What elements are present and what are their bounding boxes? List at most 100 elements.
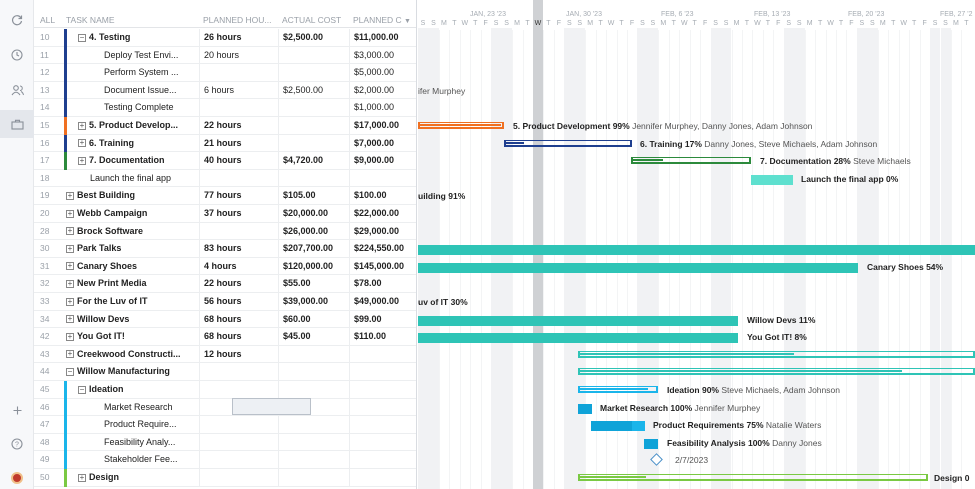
planned-hours-cell[interactable] — [199, 381, 278, 399]
gantt-summary-bar[interactable] — [578, 350, 975, 358]
task-name-cell[interactable]: + Brock Software — [64, 223, 199, 241]
actual-cost-cell[interactable]: $2,500.00 — [278, 29, 349, 47]
task-name-cell[interactable]: + Willow Devs — [64, 311, 199, 329]
table-row[interactable]: 44 − Willow Manufacturing — [34, 363, 416, 381]
planned-cost-cell[interactable]: $17,000.00 — [349, 117, 416, 135]
table-row[interactable]: 15 +5. Product Develop... 22 hours $17,000.… — [34, 117, 416, 135]
task-name-cell[interactable]: + Canary Shoes — [64, 258, 199, 276]
table-row[interactable]: 45 − Ideation — [34, 381, 416, 399]
actual-cost-cell[interactable] — [278, 451, 349, 469]
planned-hours-cell[interactable] — [199, 363, 278, 381]
table-row[interactable]: 32 + New Print Media 22 hours $55.00 $78.00 — [34, 275, 416, 293]
actual-cost-cell[interactable] — [278, 433, 349, 452]
actual-cost-cell[interactable]: $55.00 — [278, 275, 349, 293]
planned-hours-cell[interactable]: 6 hours — [199, 81, 278, 100]
planned-cost-cell[interactable]: $100.00 — [349, 187, 416, 205]
column-header-planned-hours[interactable]: PLANNED HOU... — [203, 15, 272, 25]
table-row[interactable]: 18 Launch the final app — [34, 169, 416, 188]
gantt-summary-bar[interactable] — [418, 122, 504, 129]
planned-hours-cell[interactable] — [199, 169, 278, 188]
task-name-cell[interactable]: + Creekwood Constructi... — [64, 346, 199, 364]
actual-cost-cell[interactable] — [278, 117, 349, 135]
table-row[interactable]: 17 +7. Documentation 40 hours $4,720.00 $9,0… — [34, 152, 416, 170]
expand-icon[interactable]: + — [78, 155, 86, 165]
task-name-cell[interactable]: − Ideation — [64, 381, 199, 399]
planned-hours-cell[interactable]: 4 hours — [199, 257, 278, 276]
planned-hours-cell[interactable]: 68 hours — [199, 328, 278, 346]
expand-icon[interactable]: + — [66, 226, 74, 236]
task-name-cell[interactable]: Feasibility Analy... — [64, 434, 199, 452]
actual-cost-cell[interactable] — [278, 469, 349, 487]
expand-icon[interactable]: + — [66, 314, 74, 324]
expand-icon[interactable]: + — [66, 279, 74, 289]
actual-cost-cell[interactable]: $105.00 — [278, 187, 349, 205]
people-icon[interactable] — [9, 82, 25, 98]
actual-cost-cell[interactable] — [278, 381, 349, 399]
gantt-summary-bar[interactable] — [504, 139, 632, 147]
plus-icon[interactable] — [9, 402, 25, 418]
actual-cost-cell[interactable] — [278, 416, 349, 434]
task-name-cell[interactable]: Perform System ... — [64, 64, 199, 82]
task-name-cell[interactable]: Testing Complete — [64, 99, 199, 117]
table-row[interactable]: 47 Product Require... — [34, 416, 416, 434]
table-row[interactable]: 13 Document Issue... 6 hours $2,500.00 $2,00… — [34, 81, 416, 100]
actual-cost-cell[interactable]: $39,000.00 — [278, 293, 349, 311]
task-name-cell[interactable]: Document Issue... — [64, 82, 199, 100]
actual-cost-cell[interactable] — [278, 345, 349, 364]
column-header-task-name[interactable]: TASK NAME — [66, 15, 115, 25]
planned-cost-cell[interactable]: $11,000.00 — [349, 29, 416, 47]
gantt-task-bar[interactable] — [418, 315, 738, 326]
table-row[interactable]: 34 + Willow Devs 68 hours $60.00 $99.00 — [34, 310, 416, 329]
task-name-cell[interactable]: + Webb Campaign — [64, 205, 199, 223]
actual-cost-cell[interactable] — [278, 134, 349, 153]
planned-cost-cell[interactable] — [349, 469, 416, 487]
expand-icon[interactable]: + — [66, 331, 74, 341]
planned-hours-cell[interactable]: 26 hours — [199, 29, 278, 47]
gantt-summary-bar[interactable] — [631, 157, 751, 165]
planned-cost-cell[interactable] — [349, 433, 416, 452]
table-row[interactable]: 12 Perform System ... $5,000.00 — [34, 64, 416, 82]
help-icon[interactable]: ? — [9, 436, 25, 452]
planned-cost-cell[interactable]: $49,000.00 — [349, 293, 416, 311]
planned-hours-cell[interactable]: 68 hours — [199, 310, 278, 329]
planned-hours-cell[interactable]: 22 hours — [199, 275, 278, 293]
planned-cost-cell[interactable]: $145,000.00 — [349, 257, 416, 276]
chevron-down-icon[interactable]: ▼ — [404, 18, 411, 25]
collapse-icon[interactable]: − — [78, 32, 86, 42]
planned-hours-cell[interactable] — [199, 433, 278, 452]
column-header-planned-cost[interactable]: PLANNED C ▼ — [349, 12, 416, 27]
planned-hours-cell[interactable] — [199, 416, 278, 434]
actual-cost-cell[interactable]: $207,700.00 — [278, 240, 349, 258]
table-row[interactable]: 31 + Canary Shoes 4 hours $120,000.00 $145,00… — [34, 257, 416, 276]
collapse-icon[interactable]: − — [66, 367, 74, 377]
actual-cost-cell[interactable]: $120,000.00 — [278, 257, 349, 276]
expand-icon[interactable]: + — [78, 120, 86, 130]
table-row[interactable]: 11 Deploy Test Envi... 20 hours $3,000.00 — [34, 46, 416, 65]
planned-hours-cell[interactable]: 56 hours — [199, 293, 278, 311]
planned-hours-cell[interactable] — [199, 99, 278, 117]
task-name-cell[interactable]: + Design — [64, 469, 199, 487]
table-row[interactable]: 50 + Design — [34, 469, 416, 487]
planned-cost-cell[interactable]: $1,000.00 — [349, 99, 416, 117]
actual-cost-cell[interactable]: $4,720.00 — [278, 152, 349, 170]
expand-icon[interactable]: + — [66, 296, 74, 306]
gantt-task-bar[interactable] — [418, 333, 738, 344]
planned-hours-cell[interactable] — [199, 398, 278, 417]
table-row[interactable]: 19 + Best Building 77 hours $105.00 $100.00 — [34, 187, 416, 205]
table-row[interactable]: 48 Feasibility Analy... — [34, 433, 416, 452]
table-row[interactable]: 30 + Park Talks 83 hours $207,700.00 $224,550… — [34, 240, 416, 258]
actual-cost-cell[interactable]: $60.00 — [278, 310, 349, 329]
planned-cost-cell[interactable] — [349, 345, 416, 364]
task-name-cell[interactable]: Deploy Test Envi... — [64, 47, 199, 65]
planned-cost-cell[interactable]: $22,000.00 — [349, 205, 416, 223]
gantt-task-bar[interactable] — [418, 245, 975, 256]
gantt-summary-bar[interactable] — [578, 474, 928, 481]
expand-icon[interactable]: + — [66, 191, 74, 201]
planned-hours-cell[interactable]: 12 hours — [199, 345, 278, 364]
actual-cost-cell[interactable] — [278, 169, 349, 188]
task-name-cell[interactable]: − Willow Manufacturing — [64, 363, 199, 381]
planned-cost-cell[interactable]: $29,000.00 — [349, 222, 416, 241]
task-name-cell[interactable]: + New Print Media — [64, 275, 199, 293]
expand-icon[interactable]: + — [66, 349, 74, 359]
planned-cost-cell[interactable]: $3,000.00 — [349, 46, 416, 65]
